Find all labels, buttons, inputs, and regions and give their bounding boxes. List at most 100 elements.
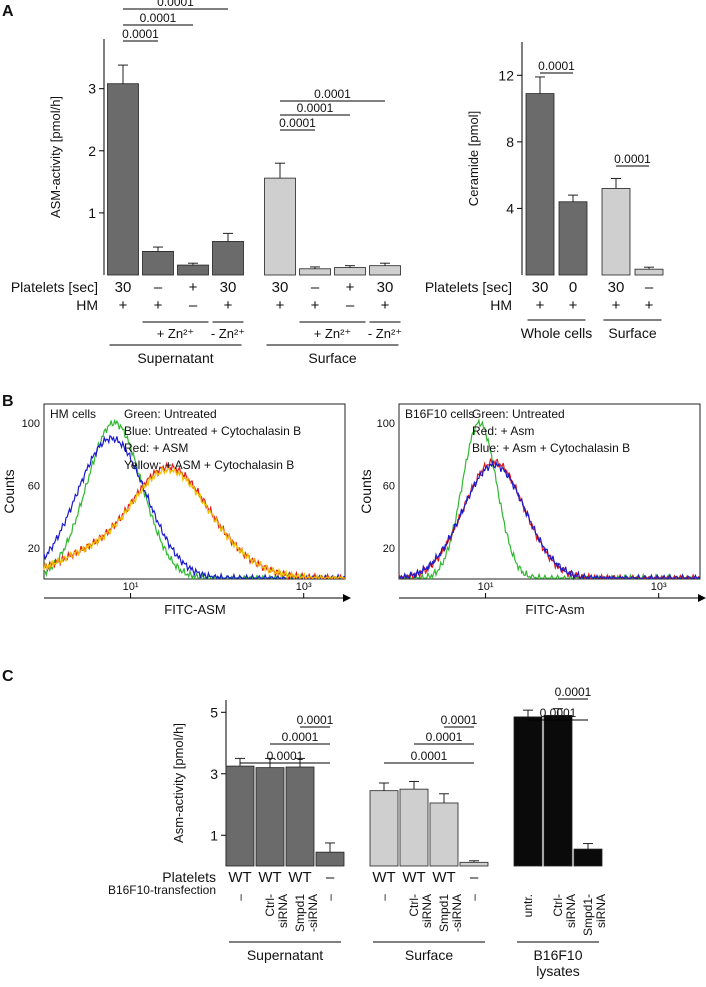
condition-label: Ctrl-siRNA (551, 894, 578, 928)
legend-entry: Blue: + Asm + Cytochalasin B (472, 441, 630, 455)
row-label-platelets: Platelets (162, 869, 216, 885)
y-tick-label: 5 (210, 704, 218, 720)
y-tick-label: 100 (22, 418, 40, 430)
plot-frame (398, 403, 701, 580)
p-value-label: 0.0001 (314, 87, 351, 101)
histogram-hm-cells: 20 60 100 Counts HM cells Green: Untreated Blu… (1, 403, 351, 617)
bar (107, 83, 139, 276)
y-tick-label: 4 (506, 200, 514, 216)
row-label-platelets: Platelets [sec] (11, 279, 98, 295)
row-label-transfection: B16F10-transfection (108, 883, 216, 897)
group-label: Supernatant (137, 350, 213, 366)
y-tick-label: 100 (377, 418, 395, 430)
x-axis-arrow (343, 594, 351, 602)
group-label: Surface (405, 947, 453, 963)
panel-label-b: B (2, 393, 14, 410)
x-tick-label: 10¹ (478, 581, 494, 593)
x-tick-label: 10³ (296, 581, 312, 593)
condition-label: + (119, 297, 128, 314)
p-value-label: 0.0001 (282, 730, 319, 744)
condition-label: + (381, 297, 390, 314)
legend-entry: Blue: Untreated + Cytochalasin B (124, 424, 301, 438)
bar (225, 765, 255, 867)
p-value-label: 0.0001 (411, 749, 448, 763)
zinc-group-label: - Zn²⁺ (368, 326, 402, 341)
condition-label: WT (372, 869, 395, 886)
condition-label: + (276, 297, 285, 314)
condition-label: WT (228, 869, 251, 886)
condition-label: + (612, 297, 621, 314)
bar (399, 788, 429, 867)
bar (513, 716, 543, 867)
y-tick-label: 3 (210, 766, 218, 782)
p-value-label: 0.0001 (122, 27, 159, 41)
row-label-hm: HM (490, 297, 512, 313)
x-axis-label: FITC-Asm (525, 602, 584, 617)
group-label: Whole cells (521, 325, 593, 341)
condition-label: 30 (115, 279, 132, 296)
condition-label: + (569, 297, 578, 314)
y-axis-label: ASM-activity [pmol/h] (48, 96, 63, 218)
zinc-group-label: + Zn²⁺ (314, 326, 352, 341)
p-value-label: 0.0001 (297, 713, 334, 727)
condition-label: WT (288, 869, 311, 886)
condition-label: Smpd1-siRNA (293, 894, 320, 932)
p-value-label: 0.0001 (540, 706, 577, 720)
condition-label: untr. (521, 894, 535, 917)
condition-label: 30 (377, 279, 394, 296)
legend-title: HM cells (50, 407, 96, 421)
histogram-curve (398, 459, 701, 581)
condition-label: – (645, 279, 654, 296)
row-label-platelets: Platelets [sec] (425, 279, 512, 295)
bar (459, 861, 489, 867)
condition-label: – (323, 894, 337, 901)
bar (334, 267, 366, 276)
row-label-hm: HM (76, 297, 98, 313)
bar (264, 177, 296, 276)
y-tick-label: 2 (88, 143, 96, 159)
p-value-label: 0.0001 (441, 713, 478, 727)
condition-label: + (154, 297, 163, 314)
bar (212, 241, 244, 276)
condition-label: 30 (272, 279, 289, 296)
y-axis-label: Counts (358, 469, 374, 513)
condition-label: 0 (569, 279, 577, 296)
p-value-label: 0.0001 (538, 59, 575, 73)
zinc-group-label: + Zn²⁺ (157, 326, 195, 341)
legend-entry: Red: + Asm (472, 424, 534, 438)
condition-label: – (467, 894, 481, 901)
bar (429, 802, 459, 867)
condition-label: Ctrl-siRNA (407, 894, 434, 928)
bar (601, 188, 631, 276)
p-value-label: 0.0001 (614, 152, 651, 166)
y-axis-label: Asm-activity [pmol/h] (171, 723, 186, 843)
y-tick-label: 20 (28, 543, 40, 555)
condition-label: Ctrl-siRNA (263, 894, 290, 928)
legend-entry: Yellow: + ASM + Cytochalasin B (124, 458, 294, 472)
bar (315, 851, 345, 867)
bar (558, 201, 588, 276)
group-label: Surface (308, 350, 356, 366)
group-label: Supernatant (247, 947, 323, 963)
condition-label: – (311, 279, 320, 296)
y-tick-label: 1 (210, 827, 218, 843)
bar (525, 93, 555, 276)
condition-label: – (346, 297, 355, 314)
legend-entry: Red: + ASM (124, 441, 188, 455)
p-value-label: 0.0001 (426, 730, 463, 744)
bar (634, 268, 664, 276)
condition-label: – (154, 279, 163, 296)
p-value-label: 0.0001 (140, 11, 177, 25)
condition-label: WT (432, 869, 455, 886)
x-tick-label: 10¹ (123, 581, 139, 593)
histogram-curve (43, 464, 345, 580)
condition-label: Smpd1-siRNA (581, 894, 608, 936)
bar (299, 268, 331, 276)
chart-ceramide: 4 8 12 Ceramide [pmol] 0.0001 0.0001 Platelets… (425, 42, 664, 341)
condition-label: + (311, 297, 320, 314)
group-label: B16F10 lysates (533, 947, 582, 979)
p-value-label: 0.0001 (297, 101, 334, 115)
condition-label: – (326, 869, 335, 886)
